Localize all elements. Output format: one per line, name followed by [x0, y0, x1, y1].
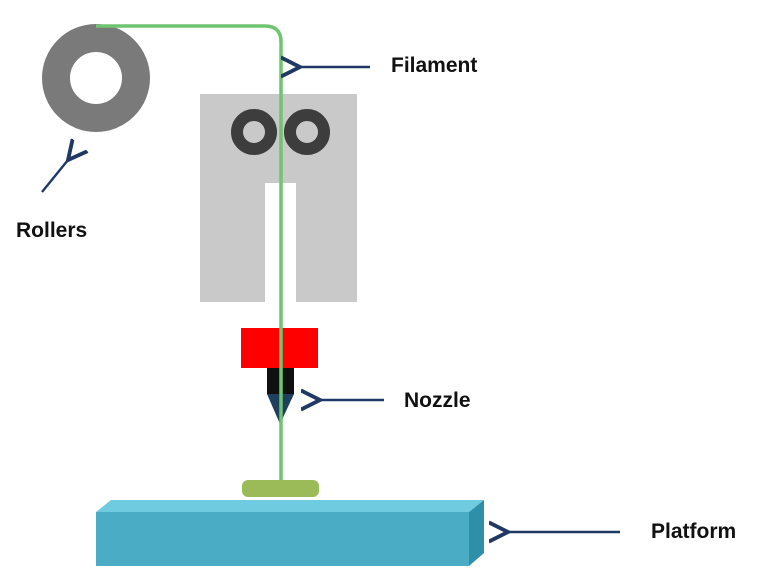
drive-roller-left: [231, 109, 277, 155]
drive-rollers-icon: [231, 109, 330, 155]
filament-label: Filament: [391, 54, 478, 77]
platform-top: [96, 500, 484, 512]
spool-ring: [42, 24, 150, 132]
nozzle-label: Nozzle: [404, 389, 471, 412]
printed-part: [242, 480, 319, 497]
extruder: [200, 94, 357, 330]
platform-front: [96, 512, 469, 566]
drive-roller-right: [284, 109, 330, 155]
spool-icon: [42, 24, 150, 132]
platform-icon: [96, 500, 484, 566]
platform-label: Platform: [651, 520, 737, 543]
platform-side: [469, 500, 484, 566]
filament-strand: [96, 24, 283, 484]
rollers-label: Rollers: [16, 219, 88, 242]
rollers-arrow-icon: [41, 160, 68, 193]
